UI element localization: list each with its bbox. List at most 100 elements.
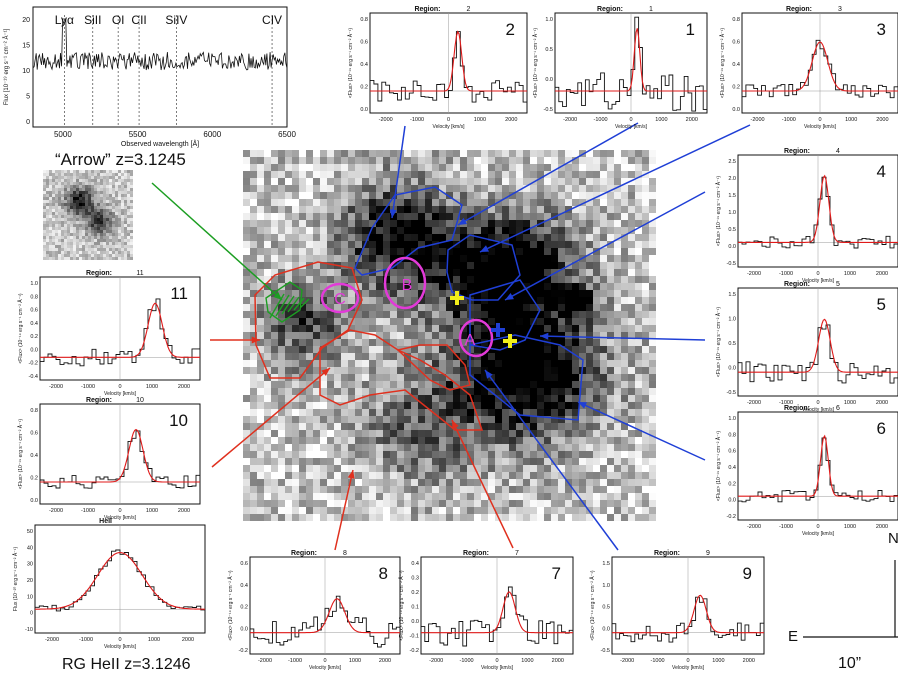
panel-title: Region: — [463, 550, 489, 557]
panel-y-tick: 40 — [27, 545, 33, 551]
panel-title-number: 2 — [467, 6, 471, 13]
panel-y-tick: 0.6 — [728, 449, 736, 455]
connector-arrowhead-4 — [480, 245, 489, 252]
connector-arrowhead-2 — [389, 209, 397, 218]
panel-x-tick: -2000 — [49, 384, 63, 390]
connector-arrow-3 — [457, 122, 639, 226]
spectrum-y-tick: 20 — [22, 17, 30, 24]
arrow-thumbnail — [43, 170, 133, 260]
panel-histogram — [738, 176, 898, 249]
panel-x-tick: 1000 — [521, 658, 533, 664]
panel-x-tick: 2000 — [743, 658, 755, 664]
panel-y-tick: 1.0 — [728, 416, 736, 422]
panel-x-tick: 0 — [118, 384, 121, 390]
panel-x-tick: 2000 — [505, 117, 517, 123]
observed-spectrum: Lyα SiII OI CII SiIV CIV 5000 5500 6000 6500 20 15 1… — [3, 6, 296, 148]
panel-y-tick: 0.2 — [30, 476, 38, 482]
panel-x-label: Velocity [km/s] — [433, 124, 466, 130]
panel-y-tick: -0.5 — [601, 648, 610, 654]
panel-x-tick: -2000 — [747, 400, 761, 406]
spectrum-y-tick: 10 — [22, 68, 30, 75]
panel-x-label: Velocity [km/s] — [802, 531, 835, 537]
panel-8: Region: 8 8 -2000 -1000 0 1000 2000 0.6 0.4 0.2 0.0… — [227, 550, 401, 671]
panel-x-tick: 1000 — [844, 271, 856, 277]
panel-x-tick: -1000 — [81, 384, 95, 390]
panel-x-tick: 1000 — [146, 384, 158, 390]
panel-title: Region: — [86, 270, 112, 277]
connector-arrow-8 — [484, 369, 619, 551]
panel-title-number: 4 — [836, 148, 840, 155]
marker-label-c: C — [334, 291, 346, 308]
panel-fit-curve — [555, 28, 707, 92]
panel-y-tick: 0.8 — [728, 432, 736, 438]
panel-histogram — [421, 586, 573, 647]
panel-x-tick: 0 — [447, 117, 450, 123]
panel-y-tick: -0.2 — [29, 361, 38, 367]
panel-fit-curve — [370, 30, 527, 92]
panel-y-tick: 2.5 — [728, 159, 736, 165]
red-region-2 — [319, 329, 484, 431]
panel-y-tick: 1.5 — [728, 292, 736, 298]
panel-x-tick: 2000 — [379, 658, 391, 664]
panel-x-tick: 2000 — [178, 508, 190, 514]
spectrum-frame — [32, 6, 288, 128]
panel-7: Region: 7 7 -2000 -1000 0 1000 2000 0.4 0.3 0.2 0.1… — [398, 550, 574, 671]
panel-y-tick: 0.6 — [30, 431, 38, 437]
panel-x-tick: -1000 — [782, 117, 796, 123]
panel-title: Region: — [654, 550, 680, 557]
panel-6: Region: 6 6 -2000 -1000 0 1000 2000 1.0 0.8 0.6 0.4… — [715, 405, 898, 537]
panel-y-tick: 0.2 — [732, 85, 740, 91]
panel-region-number: 8 — [379, 564, 388, 583]
panel-y-tick: 0.4 — [411, 561, 419, 567]
panel-title-number: 3 — [838, 6, 842, 13]
spectrum-x-label: Observed wavelength [Å] — [121, 139, 199, 148]
arrow-hatch-line — [275, 294, 290, 317]
panel-x-tick: -2000 — [751, 117, 765, 123]
connector-arrowhead-6 — [540, 332, 549, 340]
connector-arrowhead-3 — [458, 217, 467, 225]
panel-11: Region: 11 11 -2000 -1000 0 1000 2000 1.0 0.8 0.6 0… — [17, 270, 201, 397]
panel-region-number: 3 — [877, 20, 886, 39]
panel-x-tick: 1000 — [474, 117, 486, 123]
panel-x-tick: 2000 — [876, 117, 888, 123]
red-region-3 — [396, 344, 471, 391]
spectrum-line-label: SiII — [84, 13, 101, 27]
connector-arrowhead-8 — [485, 370, 493, 379]
panel-y-tick: 0 — [30, 611, 33, 617]
arrow-region — [265, 281, 310, 323]
panel-x-tick: -2000 — [747, 271, 761, 277]
panel-y-tick: 1.5 — [602, 561, 610, 567]
connector-arrowhead-12 — [452, 420, 459, 429]
panel-y-tick: 20 — [27, 578, 33, 584]
panel-y-tick: -0.4 — [29, 374, 38, 380]
panel-fit-curve — [738, 174, 898, 243]
panel-y-tick: 0.8 — [732, 17, 740, 23]
panel-region-number: 11 — [170, 284, 188, 303]
scale-bar-label: 10” — [838, 655, 862, 672]
panel-x-label: Velocity [km/s] — [104, 391, 137, 397]
panel-histogram — [742, 39, 898, 99]
panel-title: Region: — [414, 6, 440, 13]
panel-x-tick: -2000 — [620, 658, 634, 664]
panel-y-tick: 0.2 — [240, 605, 248, 611]
blue-cross — [491, 323, 505, 337]
panel-y-tick: 0.4 — [240, 583, 248, 589]
panel-x-tick: -2000 — [258, 658, 272, 664]
compass-east: E — [788, 628, 799, 645]
panel-y-tick: 1.0 — [545, 17, 553, 23]
arrow-hatch-line — [299, 298, 310, 309]
panel-title-number: 8 — [343, 550, 347, 557]
panel-x-tick: 0 — [686, 658, 689, 664]
panel-y-tick: 1.0 — [602, 583, 610, 589]
panel-5: Region: 5 5 -2000 -1000 0 1000 2000 1.5 1.0 0.5 0.0… — [715, 281, 898, 413]
spectrum-y-tick: 15 — [22, 43, 30, 50]
panel-y-tick: -0.5 — [544, 107, 553, 113]
panel-x-tick: -1000 — [460, 658, 474, 664]
connector-arrowhead-9 — [251, 336, 260, 344]
panel-y-tick: 0.4 — [360, 62, 368, 68]
spectrum-line-label: Lyα — [55, 13, 74, 27]
yellow-cross-1 — [450, 291, 464, 305]
spectrum-y-label: Flux [10⁻¹⁹ erg s⁻¹ cm⁻² Å⁻¹] — [3, 28, 10, 105]
panel-y-tick: 0.2 — [360, 85, 368, 91]
panel-title-number: 6 — [836, 405, 840, 412]
